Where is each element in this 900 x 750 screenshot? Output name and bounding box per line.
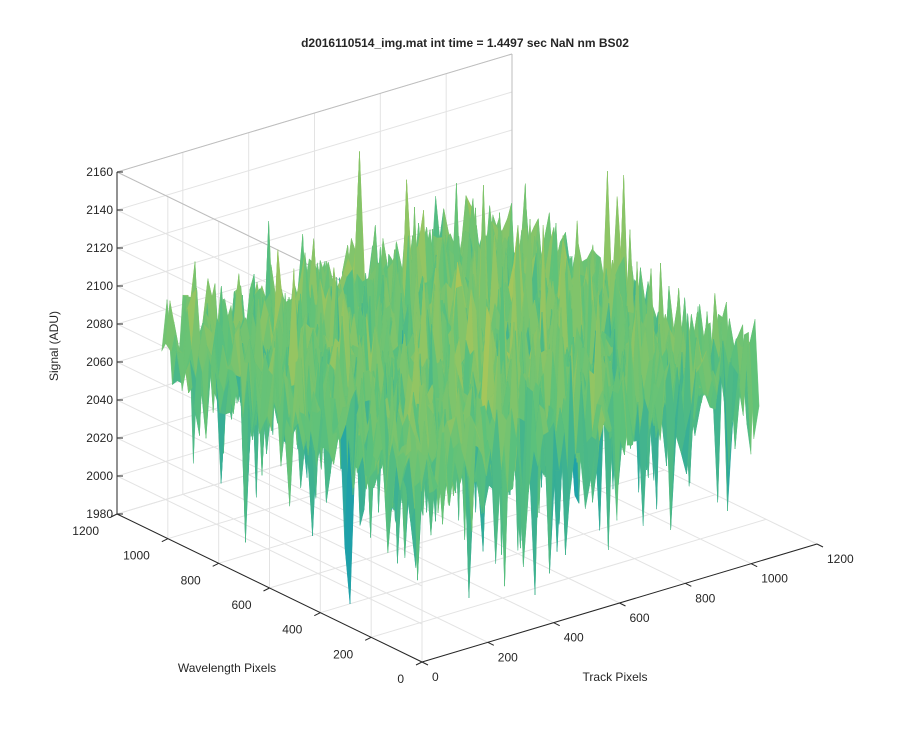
grid-line — [320, 494, 716, 614]
x-tick-mark — [421, 661, 429, 666]
x-tick-label: 800 — [695, 591, 715, 605]
y-tick-mark — [415, 661, 423, 666]
z-tick-label: 2060 — [86, 355, 113, 369]
x-tick-mark — [816, 543, 824, 548]
z-tick-label: 2100 — [86, 279, 113, 293]
z-tick-label: 2000 — [86, 469, 113, 483]
y-tick-label: 400 — [282, 623, 302, 637]
z-tick-label: 2080 — [86, 317, 113, 331]
x-tick-mark — [553, 622, 560, 627]
y-tick-mark — [314, 612, 321, 617]
grid-line — [116, 91, 513, 211]
z-tick-label: 2040 — [86, 393, 113, 407]
x-tick-label: 400 — [564, 631, 584, 645]
x-tick-mark — [619, 602, 626, 607]
x-tick-mark — [750, 563, 758, 568]
grid-line — [371, 518, 767, 638]
box-edge — [116, 53, 513, 173]
x-tick-mark — [685, 582, 692, 587]
x-tick-label: 0 — [432, 670, 439, 684]
z-axis-label: Signal (ADU) — [47, 311, 61, 381]
y-tick-label: 800 — [181, 573, 201, 587]
z-tick-label: 2020 — [86, 431, 113, 445]
y-tick-mark — [161, 538, 169, 543]
signal-surface — [161, 151, 760, 604]
grid-line — [116, 437, 423, 587]
y-tick-mark — [364, 636, 372, 641]
grid-line — [116, 129, 513, 249]
y-tick-label: 600 — [231, 598, 251, 612]
x-tick-label: 1000 — [761, 572, 788, 586]
y-tick-mark — [212, 562, 219, 567]
x-tick-label: 200 — [498, 650, 518, 664]
x-tick-label: 600 — [630, 611, 650, 625]
z-tick-label: 2160 — [86, 165, 113, 179]
z-tick-label: 1980 — [86, 507, 113, 521]
x-axis-label: Track Pixels — [583, 670, 648, 684]
chart-title: d2016110514_img.mat int time = 1.4497 se… — [301, 36, 629, 50]
grid-line — [116, 167, 513, 287]
x-tick-label: 1200 — [827, 552, 854, 566]
y-tick-label: 0 — [397, 672, 404, 686]
z-tick-label: 2120 — [86, 241, 113, 255]
y-tick-label: 1000 — [123, 549, 150, 563]
y-axis-label: Wavelength Pixels — [178, 661, 276, 675]
x-tick-mark — [487, 641, 495, 646]
z-tick-label: 2140 — [86, 203, 113, 217]
grid-line — [116, 475, 423, 625]
y-tick-mark — [263, 587, 270, 592]
y-tick-label: 200 — [333, 647, 353, 661]
y-tick-label: 1200 — [72, 524, 99, 538]
